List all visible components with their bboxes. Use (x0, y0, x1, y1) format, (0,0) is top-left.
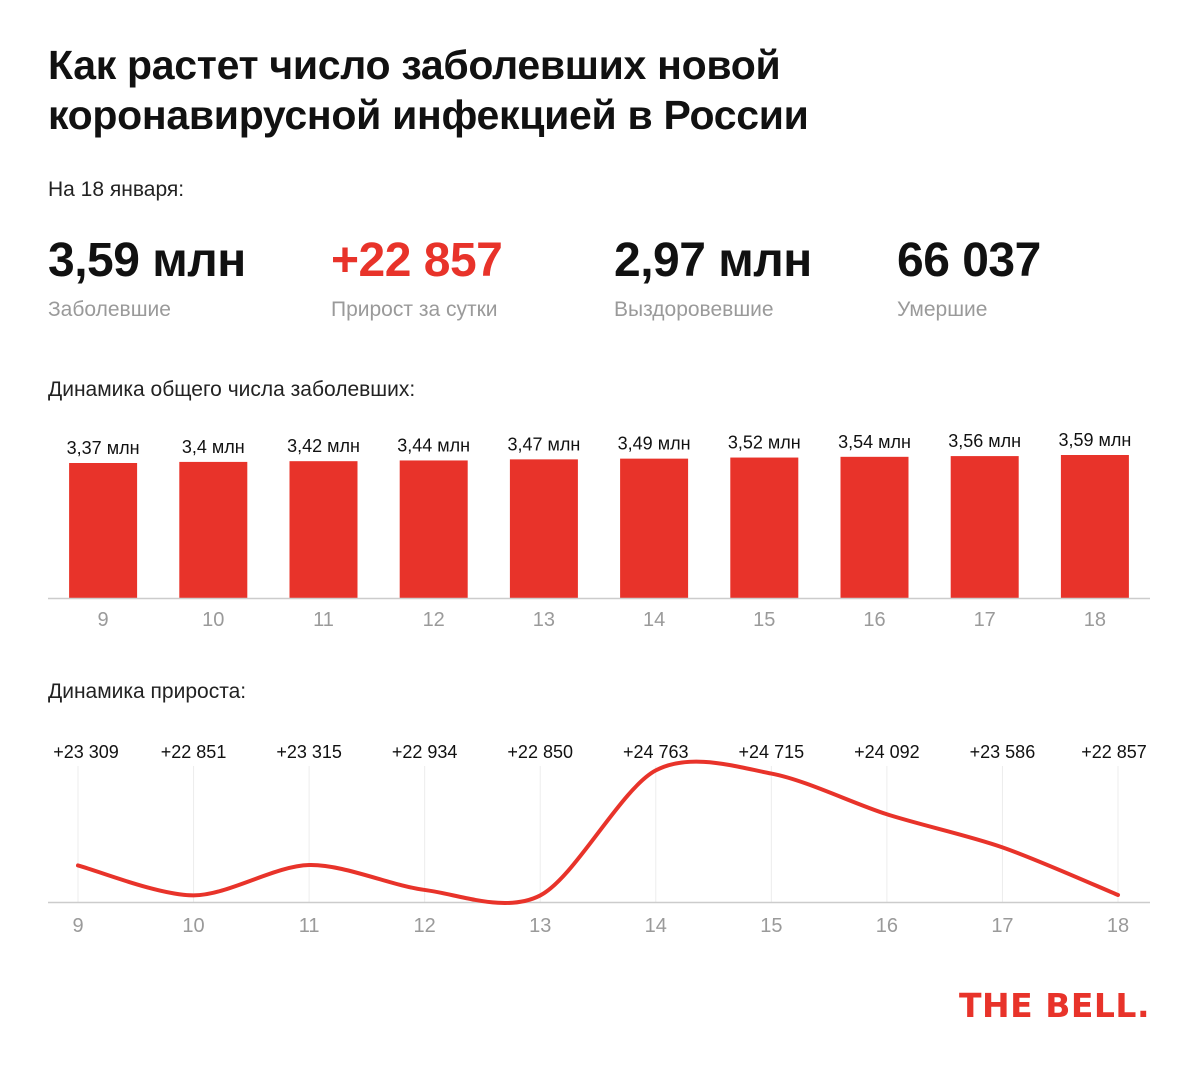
x-tick-label: 9 (72, 915, 83, 937)
x-tick-label: 16 (863, 609, 885, 631)
bar-value-label: 3,44 млн (397, 435, 470, 455)
bar (730, 457, 799, 598)
point-value-label: +22 851 (161, 742, 227, 762)
stat-daily-growth-value: +22 857 (331, 234, 503, 287)
bar (950, 456, 1019, 598)
bar-value-label: 3,49 млн (618, 434, 691, 454)
x-tick-label: 18 (1084, 609, 1106, 631)
bar (620, 458, 689, 598)
stat-recovered-label: Выздоровевшие (614, 298, 774, 321)
stat-daily-growth-label: Прирост за сутки (331, 298, 498, 321)
x-tick-label: 15 (753, 609, 775, 631)
x-tick-label: 12 (414, 915, 436, 937)
title-line-1: Как растет число заболевших новой (48, 42, 781, 88)
x-tick-label: 17 (974, 609, 996, 631)
bar-value-label: 3,52 млн (728, 433, 801, 453)
stat-deaths: 66 037 Умершие (897, 232, 1041, 322)
x-tick-label: 10 (182, 915, 204, 937)
growth-line (76, 759, 1120, 905)
bar (289, 461, 358, 598)
bar-value-label: 3,56 млн (948, 431, 1021, 451)
point-value-label: +23 309 (53, 742, 119, 762)
line-chart-title: Динамика прироста: (48, 680, 247, 703)
x-tick-label: 13 (529, 915, 551, 937)
bar (509, 459, 578, 598)
stat-cases: 3,59 млн Заболевшие (48, 232, 246, 322)
point-value-label: +24 092 (854, 742, 920, 762)
point-value-label: +23 315 (276, 742, 342, 762)
the-bell-logo: THE BELL. (959, 986, 1150, 1025)
x-tick-label: 11 (299, 915, 320, 937)
x-tick-label: 11 (313, 609, 334, 631)
x-tick-label: 16 (876, 915, 898, 937)
title-line-2: коронавирусной инфекцией в России (48, 92, 809, 138)
bar (399, 460, 468, 598)
page-title: Как растет число заболевших новой корона… (48, 40, 1048, 140)
x-tick-label: 14 (643, 609, 665, 631)
bar (179, 461, 248, 598)
x-tick-label: 10 (202, 609, 224, 631)
x-tick-label: 13 (533, 609, 555, 631)
daily-growth-line-chart: +23 309 9 +22 851 10 +23 315 11 +22 934 12 +22 8… (48, 742, 1150, 937)
stat-recovered: 2,97 млн Выздоровевшие (614, 232, 812, 322)
bar (840, 456, 909, 598)
bar (1060, 455, 1129, 598)
point-value-label: +23 586 (970, 742, 1036, 762)
stat-cases-label: Заболевшие (48, 298, 171, 321)
bar (69, 463, 138, 598)
stat-deaths-label: Умершие (897, 298, 988, 321)
bar-value-label: 3,37 млн (67, 438, 140, 458)
stat-daily-growth: +22 857 Прирост за сутки (331, 232, 503, 322)
x-tick-label: 17 (991, 915, 1013, 937)
stat-recovered-value: 2,97 млн (614, 234, 812, 287)
bar-value-label: 3,47 млн (507, 434, 580, 454)
bar-value-label: 3,59 млн (1058, 430, 1131, 450)
point-value-label: +22 850 (507, 742, 573, 762)
bar-value-label: 3,54 млн (838, 432, 911, 452)
total-cases-bar-chart: 3,37 млн 9 3,4 млн 10 3,42 млн 11 3,44 млн 12 3,… (48, 430, 1150, 631)
x-tick-label: 15 (760, 915, 782, 937)
as-of-date: На 18 января: (48, 178, 185, 201)
x-tick-label: 12 (423, 609, 445, 631)
point-value-label: +22 857 (1081, 742, 1147, 762)
stat-cases-value: 3,59 млн (48, 234, 246, 287)
point-value-label: +24 715 (739, 742, 805, 762)
bar-value-label: 3,4 млн (182, 437, 245, 457)
stat-deaths-value: 66 037 (897, 234, 1041, 287)
point-value-label: +22 934 (392, 742, 458, 762)
x-tick-label: 14 (645, 915, 667, 937)
bar-value-label: 3,42 млн (287, 436, 360, 456)
point-value-label: +24 763 (623, 742, 689, 762)
bar-chart-title: Динамика общего числа заболевших: (48, 378, 416, 401)
x-tick-label: 9 (98, 609, 109, 631)
x-tick-label: 18 (1107, 915, 1129, 937)
